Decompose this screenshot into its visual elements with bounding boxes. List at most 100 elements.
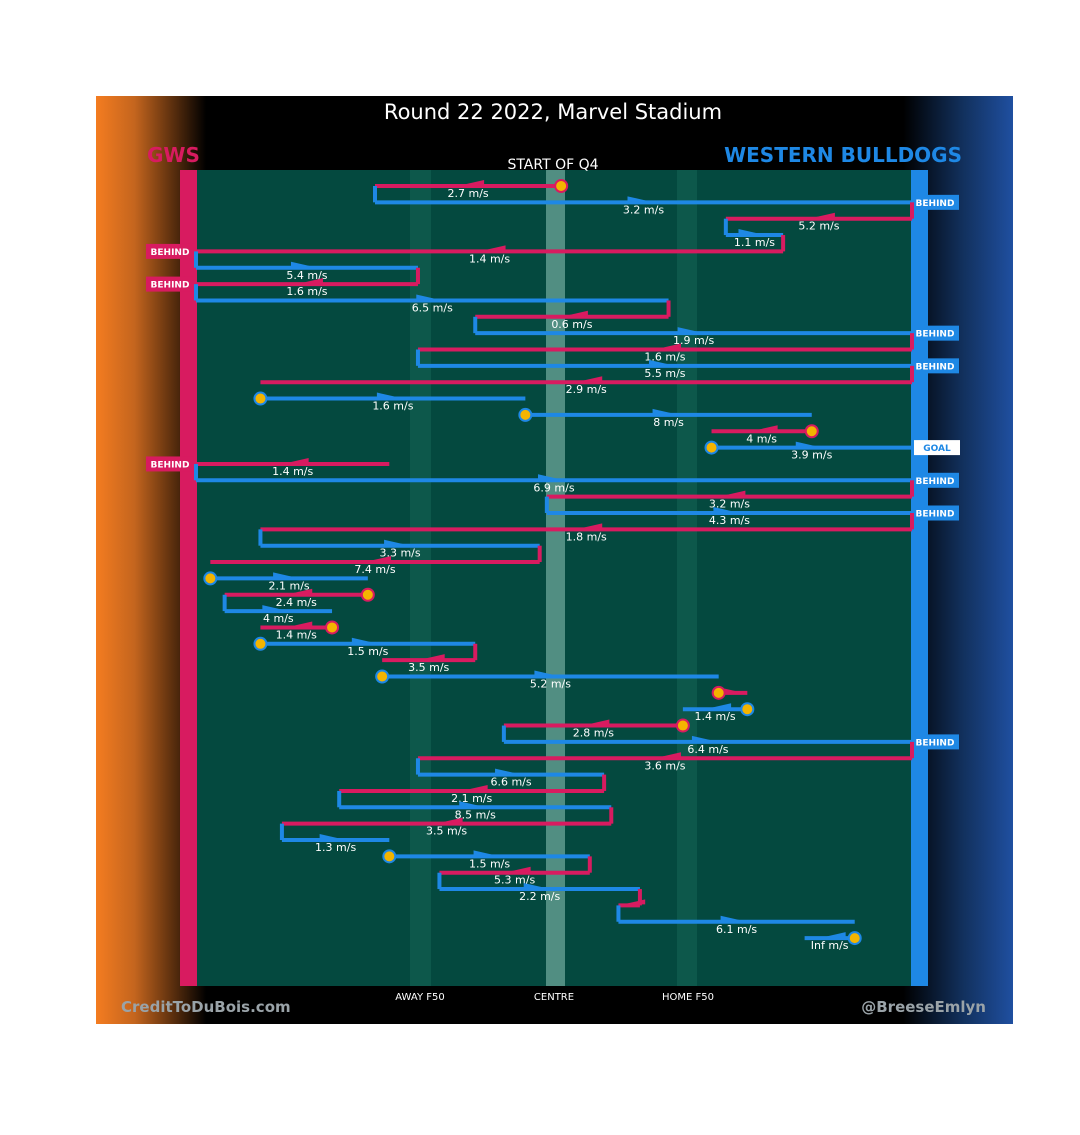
stoppage-marker xyxy=(518,407,533,422)
footer-credit: CreditToDuBois.com xyxy=(121,998,291,1016)
outcome-tag xyxy=(911,194,959,210)
chain-arrow xyxy=(483,245,506,251)
speed-label: 6.1 m/s xyxy=(716,923,757,936)
chain-arrow xyxy=(290,261,313,267)
speed-label: 6.6 m/s xyxy=(490,776,531,789)
speed-label: 1.1 m/s xyxy=(734,236,775,249)
chain-arrow xyxy=(755,425,778,431)
centre-band xyxy=(546,170,565,986)
chain-arrow xyxy=(565,310,588,316)
stoppage-marker xyxy=(382,849,397,864)
stoppage-marker xyxy=(847,931,862,946)
outcome-tag xyxy=(146,243,194,259)
chain-arrow xyxy=(273,572,296,578)
chain-arrow xyxy=(713,507,736,512)
chain-arrow xyxy=(319,834,342,839)
home-f50-label: HOME F50 xyxy=(662,992,714,1003)
chain-arrow xyxy=(262,605,285,611)
chain-arrow xyxy=(652,408,675,414)
outcome-tag-label: GOAL xyxy=(923,444,951,454)
speed-label: 1.5 m/s xyxy=(347,645,388,658)
centre-label: CENTRE xyxy=(534,992,574,1003)
chain-arrow xyxy=(534,670,557,676)
away-f50-label: AWAY F50 xyxy=(395,992,444,1003)
chain-arrow xyxy=(723,490,746,496)
stoppage-marker xyxy=(804,424,819,439)
outcome-tag xyxy=(911,734,959,750)
chain-arrow xyxy=(658,343,681,349)
chart-title: Round 22 2022, Marvel Stadium xyxy=(384,100,722,124)
outcome-tag-label: BEHIND xyxy=(151,248,190,258)
chain-arrow xyxy=(290,588,313,594)
chain-arrow xyxy=(459,801,482,807)
away-f50-band xyxy=(410,170,431,986)
speed-label: 3.9 m/s xyxy=(791,449,832,462)
chain-arrow xyxy=(580,523,603,529)
speed-label: 3.2 m/s xyxy=(623,203,664,216)
chain-arrow xyxy=(658,752,681,758)
speed-label: 5.4 m/s xyxy=(286,269,327,282)
chain-arrow xyxy=(538,474,560,480)
chain-arrow xyxy=(523,883,546,889)
chain-arrow xyxy=(300,278,323,284)
chain-arrow xyxy=(462,180,485,185)
gws-goal-line xyxy=(180,170,197,986)
speed-label: 2.1 m/s xyxy=(451,792,492,805)
chain-arrow xyxy=(351,637,374,643)
chain-arrow xyxy=(508,866,531,872)
chain-arrow xyxy=(627,196,650,202)
outcome-tag-label: BEHIND xyxy=(151,460,190,470)
speed-label: 1.4 m/s xyxy=(276,628,317,641)
speed-label: Inf m/s xyxy=(811,939,849,952)
chain-arrow xyxy=(795,441,818,447)
speed-label: 1.4 m/s xyxy=(272,465,313,478)
speed-label: 2.2 m/s xyxy=(519,890,560,903)
chain-arrow xyxy=(691,735,714,741)
speed-label: 4.3 m/s xyxy=(709,514,750,527)
speed-label: 8 m/s xyxy=(653,416,684,429)
speed-label: 3.6 m/s xyxy=(644,759,685,772)
speed-label: 1.5 m/s xyxy=(469,857,510,870)
stoppage-marker xyxy=(675,718,690,733)
speed-label: 4 m/s xyxy=(263,612,294,625)
outcome-tag xyxy=(914,440,960,456)
stoppage-marker xyxy=(375,669,390,684)
chain-arrow xyxy=(812,212,835,218)
outcome-tag xyxy=(911,325,959,341)
outcome-tag xyxy=(146,456,194,472)
chain-arrow xyxy=(416,294,439,300)
speed-label: 3.5 m/s xyxy=(426,825,467,838)
chain-arrow xyxy=(495,768,518,774)
outcome-tag xyxy=(911,358,959,374)
stoppage-marker xyxy=(203,571,218,586)
speed-label: 1.8 m/s xyxy=(566,530,607,543)
chain-arrow xyxy=(623,899,646,905)
speed-label: 2.1 m/s xyxy=(269,579,310,592)
speed-label: 2.7 m/s xyxy=(448,187,489,200)
outcome-tag xyxy=(911,472,959,488)
speed-label: 1.6 m/s xyxy=(644,351,685,364)
stoppage-marker xyxy=(704,440,719,455)
speed-label: 1.4 m/s xyxy=(695,710,736,723)
speed-label: 5.5 m/s xyxy=(644,367,685,380)
chain-arrow xyxy=(473,850,496,856)
speed-label: 5.2 m/s xyxy=(798,220,839,233)
speed-label: 6.9 m/s xyxy=(533,481,574,494)
chain-arrow xyxy=(422,654,445,660)
gws-team-label: GWS xyxy=(147,143,200,167)
chain-arrow xyxy=(648,359,671,365)
speed-label: 6.5 m/s xyxy=(412,301,453,314)
speed-label: 2.8 m/s xyxy=(573,727,614,740)
outcome-tag-label: BEHIND xyxy=(151,281,190,291)
home-f50-band xyxy=(677,170,697,986)
chain-arrow xyxy=(823,932,846,938)
speed-label: 8.5 m/s xyxy=(455,808,496,821)
speed-label: 7.4 m/s xyxy=(354,563,395,576)
chain-arrow xyxy=(677,327,700,333)
stoppage-marker xyxy=(554,179,569,193)
chain-arrow xyxy=(465,784,488,790)
outcome-tag xyxy=(146,276,194,292)
stoppage-marker xyxy=(360,587,375,602)
chain-arrow xyxy=(440,817,463,823)
